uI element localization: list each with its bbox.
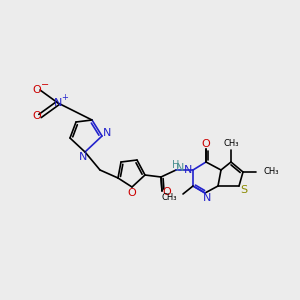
Text: N: N <box>176 163 184 173</box>
Text: CH₃: CH₃ <box>264 167 280 176</box>
Text: N: N <box>79 152 87 162</box>
Text: O: O <box>33 85 41 95</box>
Text: H: H <box>172 160 180 170</box>
Text: N: N <box>203 193 211 203</box>
Text: O: O <box>33 111 41 121</box>
Text: −: − <box>41 80 49 90</box>
Text: N: N <box>184 165 192 175</box>
Text: CH₃: CH₃ <box>223 140 239 148</box>
Text: CH₃: CH₃ <box>161 193 177 202</box>
Text: O: O <box>128 188 136 198</box>
Text: +: + <box>61 92 68 101</box>
Text: N: N <box>103 128 111 138</box>
Text: N: N <box>54 98 62 108</box>
Text: O: O <box>202 139 210 149</box>
Text: O: O <box>163 187 171 197</box>
Text: S: S <box>240 185 247 195</box>
